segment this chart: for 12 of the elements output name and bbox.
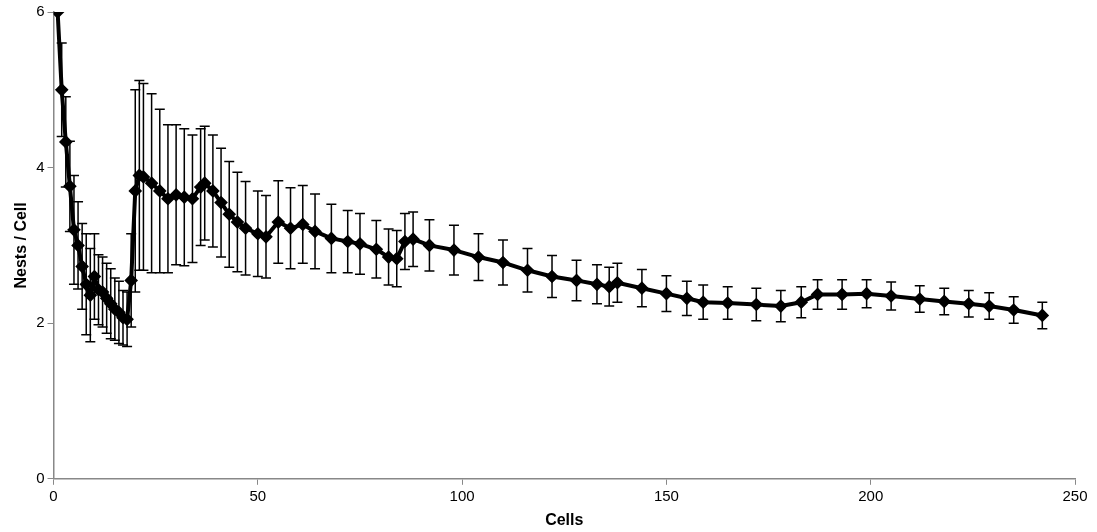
x-tick-label: 150 bbox=[653, 486, 679, 504]
y-tick-label: 4 bbox=[36, 157, 45, 175]
x-tick-label: 0 bbox=[49, 486, 58, 504]
x-axis-title: Cells bbox=[545, 510, 584, 528]
x-tick-label: 250 bbox=[1062, 486, 1088, 504]
y-tick-label: 6 bbox=[36, 2, 45, 20]
x-tick-label: 200 bbox=[858, 486, 884, 504]
y-tick-label: 2 bbox=[36, 313, 45, 331]
y-tick-label: 0 bbox=[36, 468, 45, 486]
x-tick-label: 50 bbox=[249, 486, 267, 504]
x-tick-label: 100 bbox=[449, 486, 475, 504]
y-axis-title: Nests / Cell bbox=[12, 202, 30, 289]
